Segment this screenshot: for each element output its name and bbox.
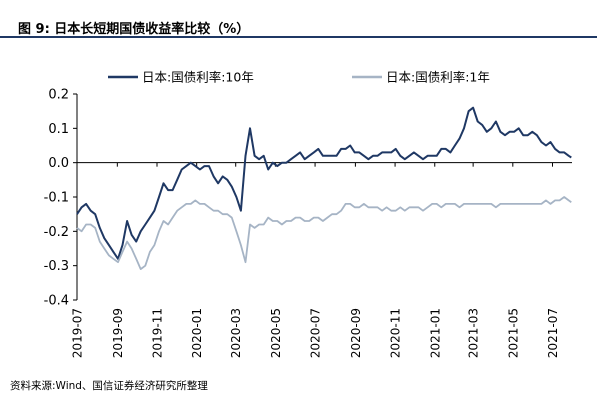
- y-tick-label: -0.4: [44, 294, 69, 309]
- figure-header: 图 9: 日本长短期国债收益率比较（%）: [0, 0, 597, 38]
- x-tick-label: 2020-09: [349, 308, 363, 358]
- y-tick-label: -0.2: [44, 225, 69, 240]
- series-line-10y: [76, 106, 572, 260]
- legend: 日本:国债利率:10年 日本:国债利率:1年: [108, 70, 490, 85]
- x-tick-label: 2021-05: [506, 308, 520, 358]
- y-tick-label: -0.3: [44, 259, 69, 274]
- legend-label-10y: 日本:国债利率:10年: [142, 70, 254, 85]
- series-group: [76, 106, 572, 270]
- figure-source: 资料来源:Wind、国信证券经济研究所整理: [10, 380, 208, 392]
- x-tick-label: 2020-05: [269, 308, 283, 358]
- y-tick-label: -0.1: [44, 191, 69, 206]
- x-tick-label: 2021-03: [467, 308, 481, 358]
- x-tick-label: 2019-09: [111, 308, 125, 358]
- x-tick-label: 2019-07: [71, 308, 85, 358]
- x-tick-label: 2021-07: [546, 308, 560, 358]
- x-tick-label: 2020-01: [190, 308, 204, 358]
- x-tick-label: 2020-03: [229, 308, 243, 358]
- chart-container: 日本:国债利率:10年 日本:国债利率:1年 0.2 0.1 0.0 -0.1 -0.2 -…: [0, 40, 597, 370]
- x-tick-label: 2019-11: [151, 308, 165, 358]
- x-tick-label: 2020-07: [309, 308, 323, 358]
- y-tick-label: 0.0: [48, 156, 69, 171]
- figure-title: 图 9: 日本长短期国债收益率比较（%）: [18, 22, 250, 37]
- y-tick-label: 0.1: [48, 122, 69, 137]
- series-line-1y: [76, 196, 572, 270]
- y-tick-label: 0.2: [48, 88, 69, 103]
- legend-label-1y: 日本:国债利率:1年: [386, 70, 490, 85]
- x-tick-label: 2021-01: [428, 308, 442, 358]
- x-tick-label: 2020-11: [389, 308, 403, 358]
- yield-line-chart: 日本:国债利率:10年 日本:国债利率:1年 0.2 0.1 0.0 -0.1 -0.2 -…: [44, 70, 572, 358]
